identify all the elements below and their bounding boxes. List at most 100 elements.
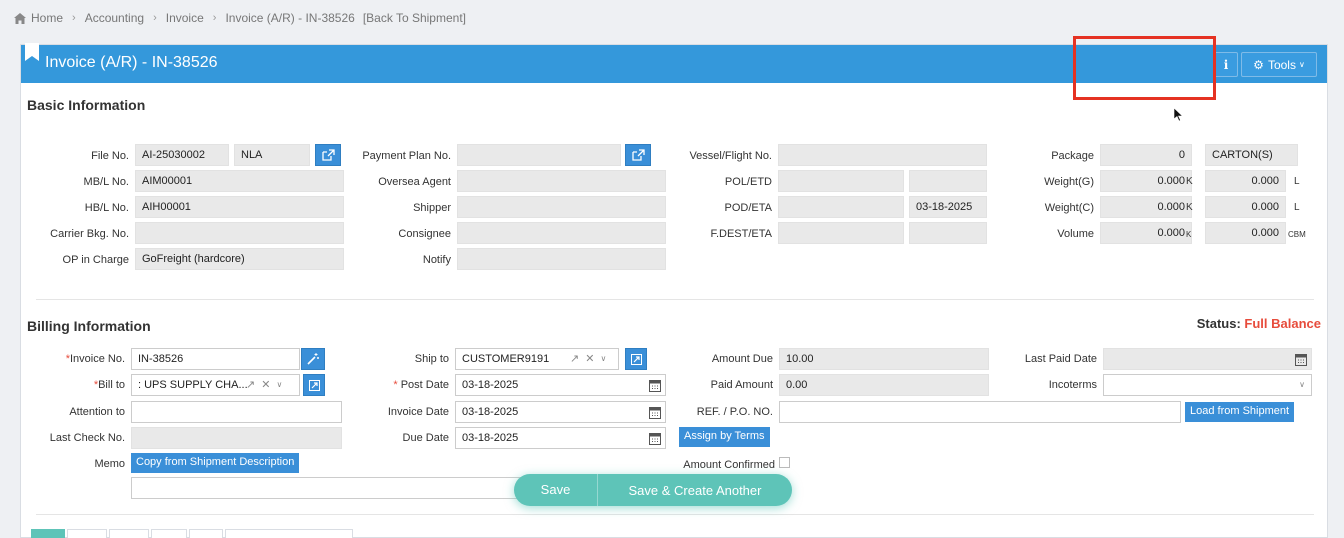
open-bill-to-button[interactable] bbox=[303, 374, 325, 396]
expand-icon bbox=[630, 353, 642, 365]
calendar-icon[interactable] bbox=[649, 432, 661, 445]
volume-label: Volume bbox=[1057, 228, 1094, 240]
calendar-icon[interactable] bbox=[649, 379, 661, 392]
unit-cbm: CBM bbox=[1288, 230, 1306, 239]
open-ship-to-button[interactable] bbox=[625, 348, 647, 370]
shipper-label: Shipper bbox=[413, 202, 451, 214]
memo-label: Memo bbox=[94, 458, 125, 470]
calendar-icon[interactable] bbox=[649, 406, 661, 419]
breadcrumb-home[interactable]: Home bbox=[31, 11, 64, 25]
chevron-down-icon: ∨ bbox=[1298, 60, 1305, 69]
hbl-label: HB/L No. bbox=[84, 202, 129, 214]
open-payment-plan-button[interactable] bbox=[625, 144, 651, 166]
op-field[interactable]: GoFreight (hardcore) bbox=[135, 248, 344, 270]
billing-info-title: Billing Information bbox=[27, 318, 151, 334]
assign-by-terms-button[interactable]: Assign by Terms bbox=[679, 427, 770, 447]
weight-g-l-field[interactable]: 0.000 bbox=[1205, 170, 1286, 192]
hbl-field[interactable]: AIH00001 bbox=[135, 196, 344, 218]
post-date-label: * Post Date bbox=[393, 379, 449, 391]
breadcrumb-accounting[interactable]: Accounting bbox=[84, 11, 145, 25]
etd-field[interactable] bbox=[909, 170, 987, 192]
payment-plan-field[interactable] bbox=[457, 144, 621, 166]
save-create-another-button[interactable]: Save & Create Another bbox=[628, 482, 762, 498]
chevron-down-icon[interactable]: ∨ bbox=[276, 380, 283, 389]
weight-g-label: Weight(G) bbox=[1044, 176, 1094, 188]
pod-field[interactable] bbox=[778, 196, 904, 218]
unit-l: L bbox=[1294, 176, 1300, 187]
edit-invoice-no-button[interactable] bbox=[301, 348, 325, 370]
post-date-input[interactable]: 03-18-2025 bbox=[455, 374, 666, 396]
status-label: Status: bbox=[1196, 316, 1241, 331]
home-icon bbox=[14, 12, 26, 24]
weight-g-k-field[interactable]: 0.000 bbox=[1100, 170, 1192, 192]
tab-5[interactable] bbox=[189, 529, 223, 538]
volume-k-field[interactable]: 0.000 bbox=[1100, 222, 1192, 244]
notify-field[interactable] bbox=[457, 248, 666, 270]
mouse-cursor-icon bbox=[1174, 108, 1184, 122]
breadcrumb-invoice[interactable]: Invoice bbox=[165, 11, 204, 25]
info-button[interactable]: i bbox=[1214, 52, 1238, 77]
copy-shipment-description-button[interactable]: Copy from Shipment Description bbox=[131, 453, 300, 473]
vessel-field[interactable] bbox=[778, 144, 987, 166]
oversea-agent-field[interactable] bbox=[457, 170, 666, 192]
tab-6[interactable] bbox=[225, 529, 353, 538]
fdest-eta-field[interactable] bbox=[909, 222, 987, 244]
save-button[interactable]: Save bbox=[514, 474, 598, 506]
mbl-field[interactable]: AIM00001 bbox=[135, 170, 344, 192]
external-link-icon[interactable]: ↗ bbox=[570, 353, 580, 365]
open-file-button[interactable] bbox=[315, 144, 341, 166]
load-from-shipment-button[interactable]: Load from Shipment bbox=[1185, 402, 1295, 422]
incoterms-select[interactable]: ∨ bbox=[1103, 374, 1312, 396]
consignee-field[interactable] bbox=[457, 222, 666, 244]
invoice-card: Invoice (A/R) - IN-38526 i ⚙ Tools ∨ Bas… bbox=[20, 43, 1328, 538]
paid-amount-label: Paid Amount bbox=[710, 379, 773, 391]
volume-cbm-field[interactable]: 0.000 bbox=[1205, 222, 1286, 244]
clear-icon[interactable]: ✕ bbox=[585, 353, 595, 365]
file-no-field[interactable]: AI-25030002 bbox=[135, 144, 229, 166]
pol-field[interactable] bbox=[778, 170, 904, 192]
invoice-date-label: Invoice Date bbox=[387, 406, 449, 418]
memo-input[interactable] bbox=[131, 477, 521, 499]
section-divider bbox=[36, 299, 1314, 300]
tab-4[interactable] bbox=[151, 529, 187, 538]
gear-icon: ⚙ bbox=[1253, 57, 1264, 72]
tab-3[interactable] bbox=[109, 529, 149, 538]
package-unit-field[interactable]: CARTON(S) bbox=[1205, 144, 1298, 166]
tab-2[interactable] bbox=[67, 529, 107, 538]
clear-icon[interactable]: ✕ bbox=[261, 379, 271, 391]
calendar-icon[interactable] bbox=[1295, 353, 1307, 366]
chevron-down-icon[interactable]: ∨ bbox=[600, 354, 607, 363]
tab-1[interactable] bbox=[31, 529, 65, 538]
shipper-field[interactable] bbox=[457, 196, 666, 218]
last-check-label: Last Check No. bbox=[49, 432, 125, 444]
invoice-no-input[interactable]: IN-38526 bbox=[131, 348, 300, 370]
invoice-date-input[interactable]: 03-18-2025 bbox=[455, 401, 666, 423]
weight-c-label: Weight(C) bbox=[1044, 202, 1094, 214]
tab-bar bbox=[31, 529, 355, 538]
payment-plan-label: Payment Plan No. bbox=[362, 150, 451, 162]
highlight-box bbox=[1073, 36, 1216, 100]
back-to-shipment-link[interactable]: [Back To Shipment] bbox=[362, 11, 466, 25]
unit-k: K bbox=[1186, 202, 1193, 213]
weight-c-l-field[interactable]: 0.000 bbox=[1205, 196, 1286, 218]
due-date-input[interactable]: 03-18-2025 bbox=[455, 427, 666, 449]
package-field[interactable]: 0 bbox=[1100, 144, 1192, 166]
weight-c-k-field[interactable]: 0.000 bbox=[1100, 196, 1192, 218]
expand-icon bbox=[308, 379, 320, 391]
ref-po-input[interactable] bbox=[779, 401, 1181, 423]
tools-label: Tools bbox=[1267, 57, 1296, 72]
eta-field[interactable]: 03-18-2025 bbox=[909, 196, 987, 218]
external-link-icon[interactable]: ↗ bbox=[246, 379, 256, 391]
attention-input[interactable] bbox=[131, 401, 342, 423]
file-code-field[interactable]: NLA bbox=[234, 144, 310, 166]
magic-wand-icon bbox=[307, 353, 319, 365]
status-badge: Status: Full Balance bbox=[1197, 316, 1321, 331]
ship-to-select[interactable]: CUSTOMER9191 bbox=[455, 348, 619, 370]
bill-to-select[interactable]: : UPS SUPPLY CHA... bbox=[131, 374, 300, 396]
tools-dropdown-button[interactable]: ⚙ Tools ∨ bbox=[1241, 52, 1317, 77]
carrier-bkg-field[interactable] bbox=[135, 222, 344, 244]
amount-confirmed-checkbox[interactable] bbox=[779, 457, 790, 468]
fdest-field[interactable] bbox=[778, 222, 904, 244]
carrier-bkg-label: Carrier Bkg. No. bbox=[50, 228, 129, 240]
info-icon: i bbox=[1223, 57, 1229, 72]
